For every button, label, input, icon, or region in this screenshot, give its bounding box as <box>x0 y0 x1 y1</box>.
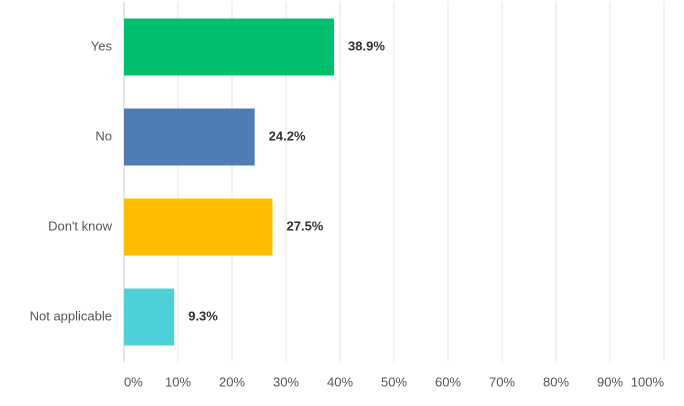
x-tick-label: 80% <box>543 374 569 389</box>
x-tick-label: 10% <box>165 374 191 389</box>
y-tick-label: Don't know <box>48 218 113 233</box>
x-tick-label: 100% <box>631 374 665 389</box>
y-tick-label: No <box>95 128 112 143</box>
x-tick-label: 50% <box>381 374 407 389</box>
bar <box>124 288 175 346</box>
bar <box>124 18 335 76</box>
bar <box>124 198 273 256</box>
value-label: 9.3% <box>188 308 218 323</box>
y-tick-label: Yes <box>91 38 113 53</box>
value-label: 24.2% <box>269 128 306 143</box>
x-tick-label: 30% <box>273 374 299 389</box>
x-tick-label: 20% <box>219 374 245 389</box>
x-tick-label: 70% <box>489 374 515 389</box>
x-tick-label: 0% <box>124 374 143 389</box>
value-label: 38.9% <box>348 38 385 53</box>
x-tick-label: 60% <box>435 374 461 389</box>
x-tick-label: 90% <box>597 374 623 389</box>
value-label: 27.5% <box>287 218 324 233</box>
y-tick-label: Not applicable <box>30 308 112 323</box>
bar <box>124 108 255 166</box>
x-tick-label: 40% <box>327 374 353 389</box>
